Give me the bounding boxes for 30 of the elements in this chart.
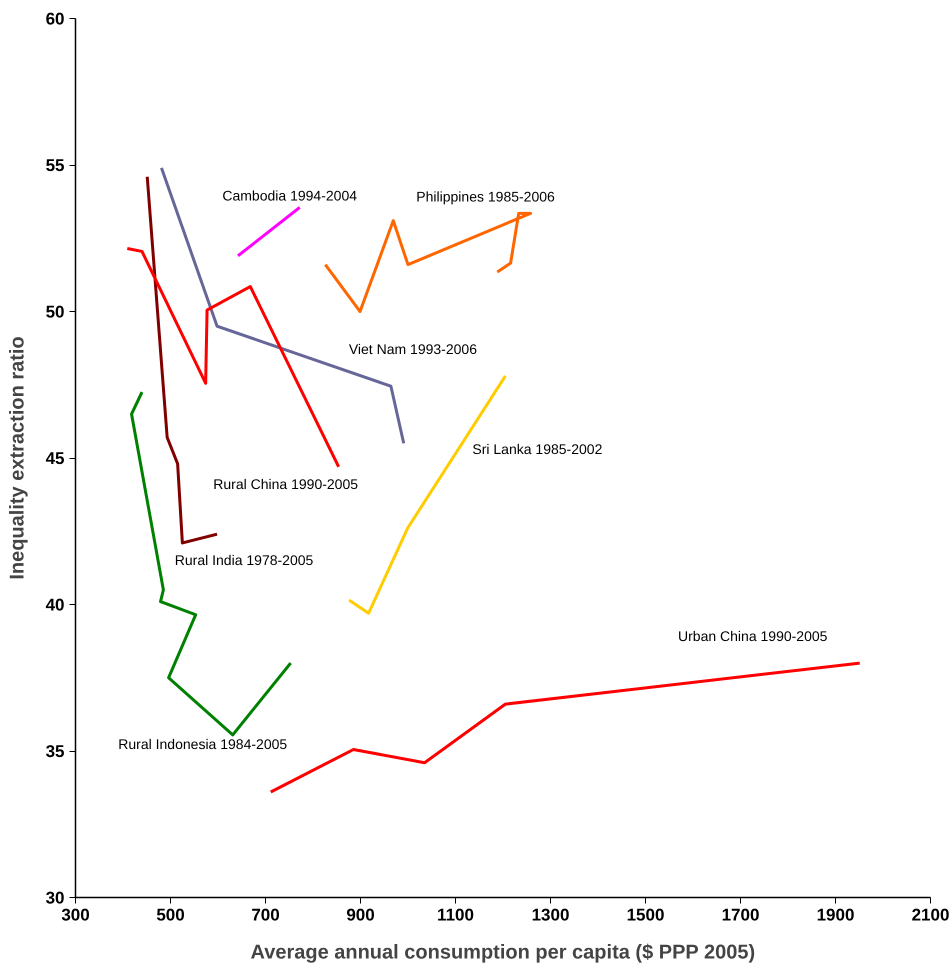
y-tick-label: 40 [46,596,65,614]
y-tick-label: 35 [46,742,65,761]
x-tick-label: 1100 [437,906,474,924]
series-label: Viet Nam 1993-2006 [348,341,478,358]
x-tick-label: 900 [346,906,375,924]
x-tick-label: 1900 [816,906,854,924]
x-axis-title: Average annual consumption per capita ($ PPP 2005) [250,942,756,964]
y-tick-label: 30 [46,888,65,908]
x-tick-label: 1500 [626,906,664,924]
x-tick-label: 2100 [912,906,949,924]
y-tick-label: 55 [46,156,65,175]
y-tick-label: 45 [46,449,65,468]
series-label: Rural China 1990-2005 [213,476,358,492]
series-label: Rural India 1978-2005 [174,552,314,568]
y-axis-title: Inequality extraction ratio [6,336,29,580]
series-label: Sri Lanka 1985-2002 [472,440,603,457]
y-tick-label: 60 [46,10,65,28]
series-label: Rural Indonesia 1984-2005 [118,736,288,752]
x-tick-label: 700 [251,906,280,924]
line-series [160,166,406,445]
series-label: Philippines 1985-2006 [416,188,556,204]
x-tick-label: 1700 [722,906,760,924]
series-label: Urban China 1990-2005 [678,628,828,644]
series-label: Cambodia 1994-2004 [222,187,358,204]
x-tick-label: 1300 [532,906,570,924]
x-tick-label: 300 [61,906,90,924]
x-tick-label: 500 [156,906,185,924]
line-series [126,247,340,468]
y-tick-label: 50 [46,302,65,322]
line-series [324,212,532,313]
